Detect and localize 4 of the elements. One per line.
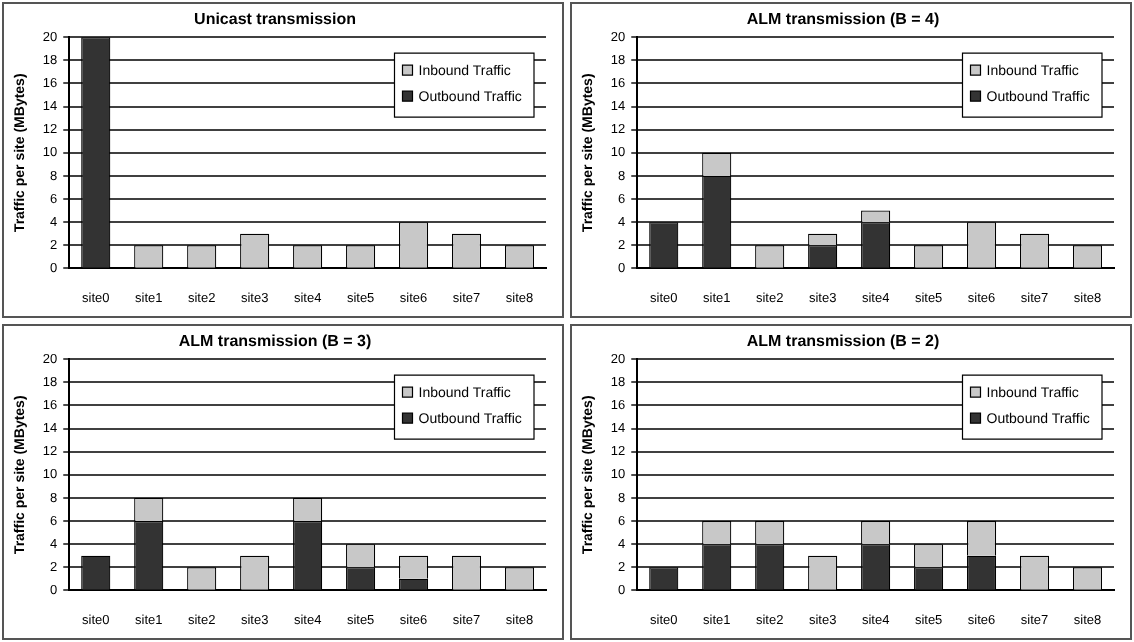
chart-title: ALM transmission (B = 3) bbox=[178, 332, 372, 351]
chart-title: ALM transmission (B = 2) bbox=[746, 332, 940, 351]
chart-title: ALM transmission (B = 4) bbox=[746, 10, 940, 29]
chart-title: Unicast transmission bbox=[194, 10, 357, 29]
